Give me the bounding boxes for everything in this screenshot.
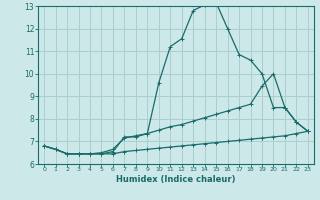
X-axis label: Humidex (Indice chaleur): Humidex (Indice chaleur): [116, 175, 236, 184]
